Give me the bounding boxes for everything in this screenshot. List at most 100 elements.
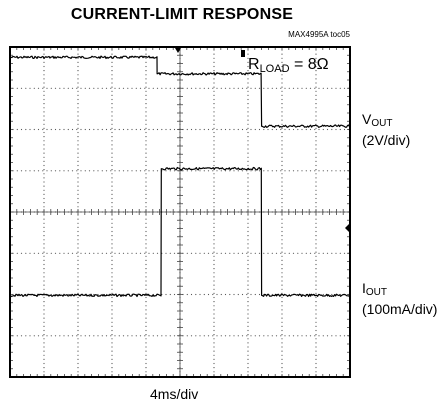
channel-marker-icon bbox=[241, 50, 245, 57]
grid-dot bbox=[250, 252, 252, 254]
grid-dot bbox=[280, 128, 282, 131]
grid-dot bbox=[292, 335, 295, 337]
grid-dot bbox=[315, 301, 317, 303]
grid-dot bbox=[237, 293, 239, 296]
grid-dot bbox=[43, 268, 45, 270]
grid-dot bbox=[77, 243, 79, 245]
grid-dot bbox=[76, 170, 78, 172]
grid-dot bbox=[88, 252, 91, 254]
grid-dot bbox=[139, 170, 142, 172]
grid-dot bbox=[93, 128, 95, 131]
grid-dot bbox=[145, 53, 147, 55]
grid-dot bbox=[258, 128, 261, 131]
grid-dot bbox=[29, 252, 31, 254]
grid-dot bbox=[247, 301, 249, 303]
grid-dot bbox=[247, 65, 249, 68]
grid-dot bbox=[322, 87, 324, 89]
grid-dot bbox=[84, 170, 86, 172]
grid-dot bbox=[212, 87, 214, 89]
grid-dot bbox=[46, 87, 48, 89]
grid-dot bbox=[213, 243, 215, 245]
grid-dot bbox=[213, 111, 215, 113]
grid-dot bbox=[145, 173, 147, 175]
grid-dot bbox=[43, 74, 45, 76]
grid-dot bbox=[42, 170, 44, 172]
grid-dot bbox=[145, 362, 147, 365]
grid-dot bbox=[315, 185, 317, 187]
grid-dot bbox=[42, 87, 44, 89]
grid-dot bbox=[111, 226, 113, 228]
grid-dot bbox=[110, 128, 112, 131]
grid-dot bbox=[77, 156, 79, 158]
grid-dot bbox=[145, 321, 147, 323]
grid-dot bbox=[247, 119, 249, 121]
grid-dot bbox=[247, 235, 249, 237]
grid-dot bbox=[145, 107, 147, 109]
grid-dot bbox=[25, 252, 27, 254]
grid-dot bbox=[43, 160, 45, 162]
grid-dot bbox=[203, 293, 205, 296]
grid-dot bbox=[111, 152, 113, 154]
grid-dot bbox=[131, 335, 133, 337]
grid-dot bbox=[275, 128, 278, 131]
grid-dot bbox=[135, 252, 137, 254]
grid-dot bbox=[43, 296, 45, 299]
grid-dot bbox=[43, 309, 45, 311]
grid-dot bbox=[213, 185, 215, 187]
grid-dot bbox=[16, 170, 18, 172]
grid-dot bbox=[43, 239, 45, 241]
grid-dot bbox=[288, 293, 290, 296]
grid-dot bbox=[111, 325, 113, 327]
grid-dot bbox=[145, 226, 147, 228]
grid-dot bbox=[145, 127, 147, 129]
grid-dot bbox=[281, 197, 283, 200]
grid-dot bbox=[213, 284, 215, 286]
grid-dot bbox=[71, 128, 74, 131]
grid-dot bbox=[25, 335, 27, 337]
grid-dot bbox=[43, 53, 45, 55]
grid-dot bbox=[247, 325, 249, 327]
grid-dot bbox=[315, 181, 317, 183]
grid-dot bbox=[43, 284, 45, 286]
grid-dot bbox=[288, 128, 290, 131]
grid-dot bbox=[284, 170, 286, 172]
grid-dot bbox=[213, 94, 215, 96]
grid-dot bbox=[247, 247, 249, 249]
grid-dot bbox=[111, 82, 113, 84]
grid-dot bbox=[281, 53, 283, 55]
grid-dot bbox=[63, 87, 65, 89]
grid-dot bbox=[127, 170, 129, 172]
grid-dot bbox=[254, 128, 256, 131]
grid-dot bbox=[250, 170, 252, 172]
grid-dot bbox=[173, 87, 176, 89]
grid-dot bbox=[331, 87, 333, 89]
grid-dot bbox=[315, 193, 317, 195]
grid-dot bbox=[144, 87, 146, 89]
grid-dot bbox=[43, 185, 45, 187]
grid-dot bbox=[250, 87, 252, 89]
grid-dot bbox=[76, 335, 78, 337]
grid-dot bbox=[111, 70, 113, 72]
grid-dot bbox=[315, 325, 317, 327]
grid-dot bbox=[111, 189, 113, 191]
grid-dot bbox=[281, 325, 283, 327]
grid-dot bbox=[20, 170, 23, 172]
grid-dot bbox=[281, 272, 283, 274]
grid-dot bbox=[213, 305, 215, 307]
grid-dot bbox=[111, 338, 113, 340]
grid-dot bbox=[216, 170, 218, 172]
grid-dot bbox=[247, 309, 249, 311]
grid-dot bbox=[339, 335, 341, 337]
grid-dot bbox=[77, 342, 79, 344]
grid-dot bbox=[43, 292, 45, 294]
grid-dot bbox=[77, 189, 79, 191]
grid-dot bbox=[281, 94, 283, 96]
grid-dot bbox=[43, 272, 45, 274]
grid-dot bbox=[258, 170, 261, 172]
grid-dot bbox=[322, 128, 324, 131]
grid-dot bbox=[247, 74, 249, 76]
grid-dot bbox=[148, 170, 150, 172]
grid-dot bbox=[213, 61, 215, 64]
grid-dot bbox=[213, 98, 215, 101]
grid-dot bbox=[165, 293, 167, 296]
